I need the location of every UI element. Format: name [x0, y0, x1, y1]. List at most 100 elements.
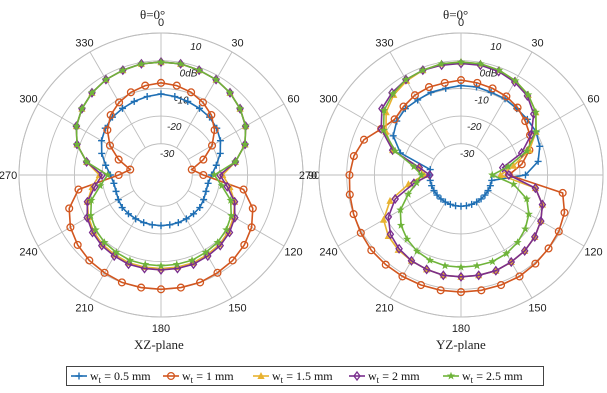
series-point-1	[100, 268, 109, 277]
series-point-1	[456, 288, 466, 297]
series-point-1	[141, 81, 150, 90]
angle-label: 330	[375, 37, 393, 49]
series-point-1	[156, 78, 166, 87]
series-point-4	[476, 59, 485, 68]
series-point-3	[530, 231, 539, 242]
series-point-0	[102, 161, 110, 169]
series-point-3	[384, 211, 393, 223]
series-point-1	[210, 125, 219, 135]
series-point-4	[72, 121, 81, 130]
series-point-0	[484, 187, 492, 195]
series-point-1	[106, 110, 115, 120]
series-point-2	[496, 171, 505, 178]
series-point-0	[216, 137, 224, 145]
series-point-1	[239, 185, 248, 194]
series-point-1	[196, 278, 205, 287]
series-point-1	[73, 240, 82, 249]
series-point-3	[505, 169, 513, 181]
series-point-4	[156, 57, 166, 66]
series-point-4	[513, 238, 522, 246]
series-point-4	[137, 59, 146, 68]
xz-plane-label: XZ-plane	[134, 337, 184, 352]
series-point-1	[517, 160, 526, 169]
series-point-3	[492, 265, 500, 276]
series-point-3	[474, 270, 483, 281]
series-point-1	[515, 272, 524, 281]
angle-label: 150	[228, 303, 246, 315]
series-point-1	[345, 170, 354, 180]
series-point-1	[502, 92, 511, 101]
grid-spoke	[487, 190, 585, 247]
series-point-0	[200, 196, 208, 204]
series-point-4	[226, 196, 235, 204]
series-point-0	[486, 182, 494, 190]
legend-label: wt = 0.5 mm	[90, 369, 151, 385]
series-point-4	[522, 194, 531, 203]
series-point-3	[90, 181, 99, 192]
series-point-1	[199, 170, 208, 180]
xz-title: θ=0°	[140, 7, 166, 22]
ring-label: -10	[174, 95, 189, 106]
series-point-4	[222, 225, 231, 234]
series-point-0	[468, 200, 476, 208]
series-point-0	[430, 187, 438, 195]
series-point-4	[211, 75, 221, 84]
legend-label: wt = 2 mm	[368, 369, 420, 385]
series-point-1	[228, 256, 237, 265]
series-point-0	[130, 97, 138, 105]
series-point-4	[100, 238, 109, 246]
series-point-3	[110, 250, 119, 262]
series-line-3	[380, 62, 544, 278]
series-point-4	[72, 140, 82, 148]
series-point-0	[473, 198, 481, 206]
series-point-0	[536, 142, 544, 150]
series-point-1	[345, 190, 354, 199]
series-point-0	[132, 215, 140, 223]
series-point-0	[157, 90, 165, 98]
series-point-4	[401, 75, 411, 84]
series-point-4	[521, 224, 530, 233]
series-point-4	[440, 261, 450, 270]
series-point-0	[433, 191, 441, 199]
series-point-2	[379, 215, 388, 223]
series-point-4	[187, 256, 197, 264]
series-point-4	[488, 257, 497, 266]
series-point-4	[235, 104, 245, 113]
series-point-4	[379, 126, 388, 134]
legend-label: wt = 1.5 mm	[272, 369, 333, 385]
series-point-1	[531, 259, 540, 268]
series-point-1	[105, 141, 115, 150]
series-point-4	[201, 248, 210, 256]
series-point-0	[124, 210, 132, 218]
angle-label: 240	[19, 247, 37, 259]
series-point-0	[393, 117, 401, 125]
series-point-4	[217, 181, 226, 190]
series-point-3	[189, 259, 198, 270]
series-point-4	[91, 225, 100, 234]
ring-label: -20	[467, 122, 482, 133]
series-point-1	[115, 98, 124, 107]
grid-spoke	[89, 201, 146, 299]
series-point-1	[74, 185, 83, 194]
series-point-4	[412, 246, 422, 255]
series-point-4	[103, 170, 112, 179]
series-point-1	[349, 152, 358, 161]
series-point-3	[407, 255, 416, 266]
angle-label: 60	[587, 94, 599, 106]
series-point-0	[190, 210, 198, 218]
angle-label: 180	[152, 323, 170, 335]
series-point-4	[210, 170, 219, 179]
series-point-4	[118, 65, 127, 74]
series-point-3	[173, 263, 182, 274]
series-point-4	[524, 209, 533, 218]
series-point-3	[498, 162, 507, 173]
angle-label: 120	[584, 247, 602, 259]
series-point-4	[87, 88, 97, 97]
series-point-4	[125, 256, 135, 264]
ring-label: 10	[490, 42, 502, 53]
grid-spoke	[187, 103, 285, 160]
series-point-4	[156, 261, 166, 270]
ring-label: 10	[190, 42, 202, 53]
series-point-3	[391, 193, 400, 205]
